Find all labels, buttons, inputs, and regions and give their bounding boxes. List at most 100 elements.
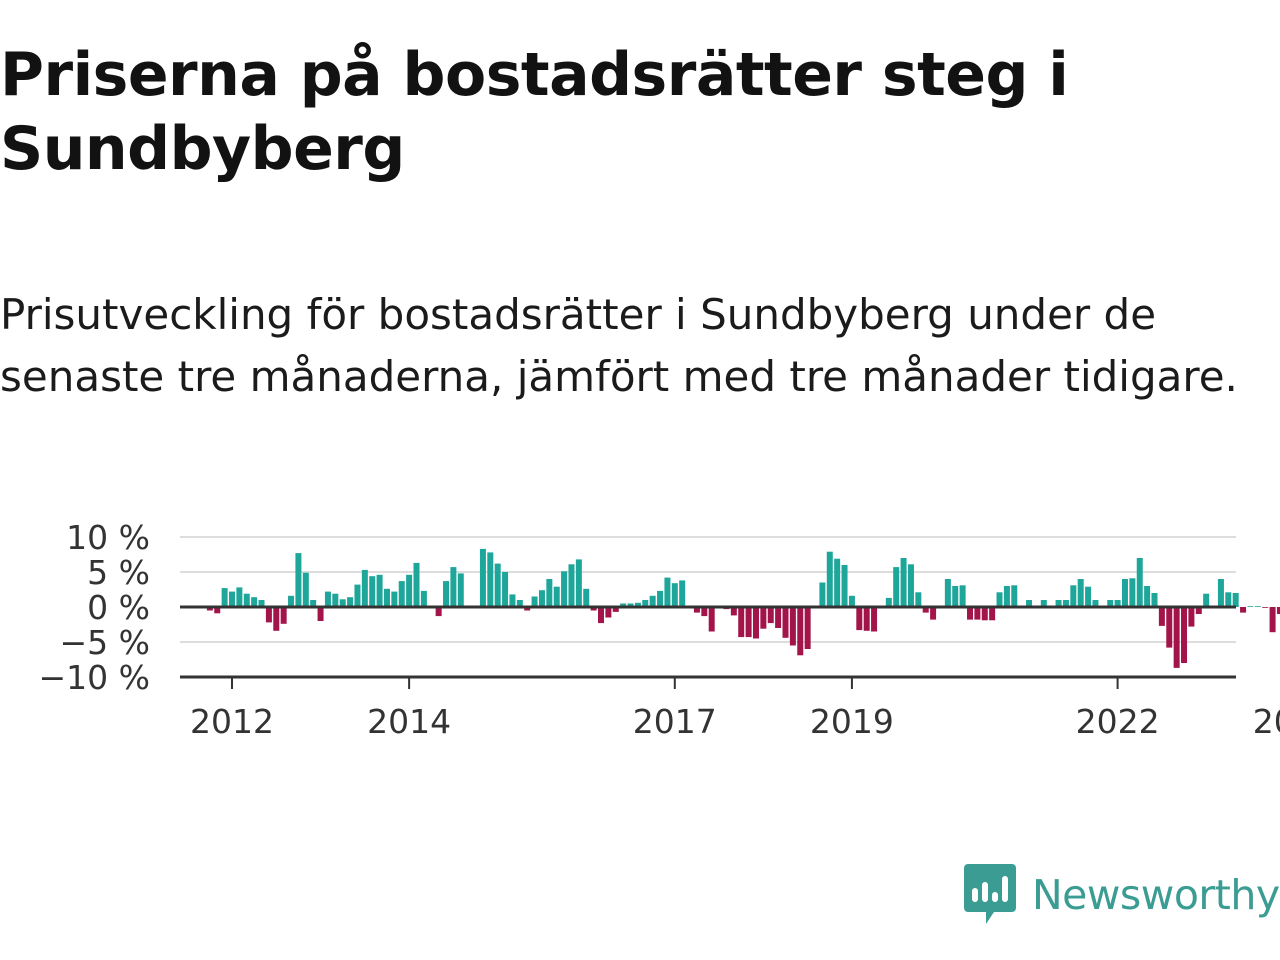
bar xyxy=(856,607,863,631)
bar xyxy=(1026,600,1033,607)
bar xyxy=(347,597,354,607)
bar xyxy=(376,574,383,607)
bar xyxy=(620,603,627,607)
bar xyxy=(871,607,878,632)
bar xyxy=(959,585,966,607)
bar xyxy=(657,590,664,607)
newsworthy-wordmark: Newsworthy xyxy=(1032,871,1280,919)
bar xyxy=(583,588,590,607)
bar xyxy=(1151,593,1158,607)
y-tick-label: −5 % xyxy=(60,623,151,662)
bar xyxy=(531,596,538,607)
bar xyxy=(265,607,272,623)
bar xyxy=(509,594,516,607)
bar xyxy=(1188,607,1195,627)
bar xyxy=(775,607,782,628)
bar xyxy=(848,595,855,607)
bar xyxy=(1269,607,1276,633)
bar xyxy=(561,571,568,607)
bar xyxy=(339,599,346,607)
newsworthy-logo-icon xyxy=(964,864,1016,924)
bar xyxy=(324,591,331,607)
bar xyxy=(952,586,959,607)
bar xyxy=(974,607,981,620)
bar xyxy=(1055,600,1062,607)
bar xyxy=(1254,606,1261,607)
bar xyxy=(1247,606,1254,607)
bar xyxy=(1166,607,1173,648)
bar xyxy=(664,577,671,607)
bar xyxy=(450,567,457,607)
bar xyxy=(1107,600,1114,607)
bar xyxy=(1092,600,1099,607)
y-tick-label: 5 % xyxy=(87,553,150,592)
bar xyxy=(1195,607,1202,614)
bar xyxy=(1144,586,1151,607)
bar xyxy=(693,607,700,613)
gridlines xyxy=(180,536,1236,643)
bar xyxy=(361,569,368,607)
bar xyxy=(494,563,501,607)
bar xyxy=(383,588,390,607)
bar xyxy=(457,573,464,607)
y-tick-label: 0 % xyxy=(87,588,150,627)
bar xyxy=(1129,578,1136,607)
bar xyxy=(1276,607,1280,614)
bar xyxy=(708,607,715,632)
x-tick-label: 2017 xyxy=(633,702,717,741)
bar xyxy=(229,591,235,607)
bar xyxy=(236,587,243,607)
bar xyxy=(1062,600,1069,607)
bar xyxy=(915,592,922,607)
bar xyxy=(612,607,619,612)
bar xyxy=(1181,607,1188,663)
bar xyxy=(590,607,597,611)
bar xyxy=(280,607,287,624)
bars xyxy=(206,548,1280,668)
bar xyxy=(398,581,405,607)
bar xyxy=(553,586,560,607)
bar xyxy=(251,597,258,607)
y-axis-labels: 10 %5 %0 %−5 %−10 % xyxy=(39,518,151,697)
bar xyxy=(804,607,811,649)
x-tick-label: 2019 xyxy=(810,702,894,741)
bar xyxy=(745,607,752,638)
bar xyxy=(967,607,973,620)
bar xyxy=(1136,558,1143,607)
bar xyxy=(420,590,427,607)
bar xyxy=(487,552,494,607)
bar xyxy=(524,607,531,611)
bar xyxy=(538,590,545,607)
bar xyxy=(354,584,361,607)
bar xyxy=(826,551,833,607)
bar xyxy=(922,607,929,613)
bar xyxy=(568,564,575,607)
bar xyxy=(295,553,302,607)
bar xyxy=(679,580,686,607)
bar xyxy=(605,607,612,618)
bar xyxy=(369,576,376,607)
bar xyxy=(819,582,826,607)
bar xyxy=(1085,586,1092,607)
bar xyxy=(302,572,309,607)
bar xyxy=(863,607,870,631)
x-tick-label: 2022 xyxy=(1076,702,1160,741)
chart-title: Priserna på bostadsrätter steg i Sundbyb… xyxy=(0,40,1069,184)
bar xyxy=(738,607,745,638)
bar xyxy=(752,607,759,639)
bar xyxy=(834,558,841,607)
bar xyxy=(1240,607,1247,613)
bar xyxy=(406,574,413,607)
bar-chart: 10 %5 %0 %−5 %−10 % 2012 2014 2017 2019 2022… xyxy=(39,518,1280,741)
bar xyxy=(649,595,656,607)
bar xyxy=(907,564,914,607)
bar xyxy=(1225,592,1232,607)
x-axis-ticks: 2012 2014 2017 2019 2022 2024 xyxy=(190,677,1280,741)
bar xyxy=(1232,593,1239,607)
bar xyxy=(797,607,804,656)
bar xyxy=(760,607,767,629)
bar xyxy=(413,562,420,607)
bar xyxy=(1121,579,1128,607)
bar xyxy=(996,592,1003,607)
bar xyxy=(443,581,450,607)
